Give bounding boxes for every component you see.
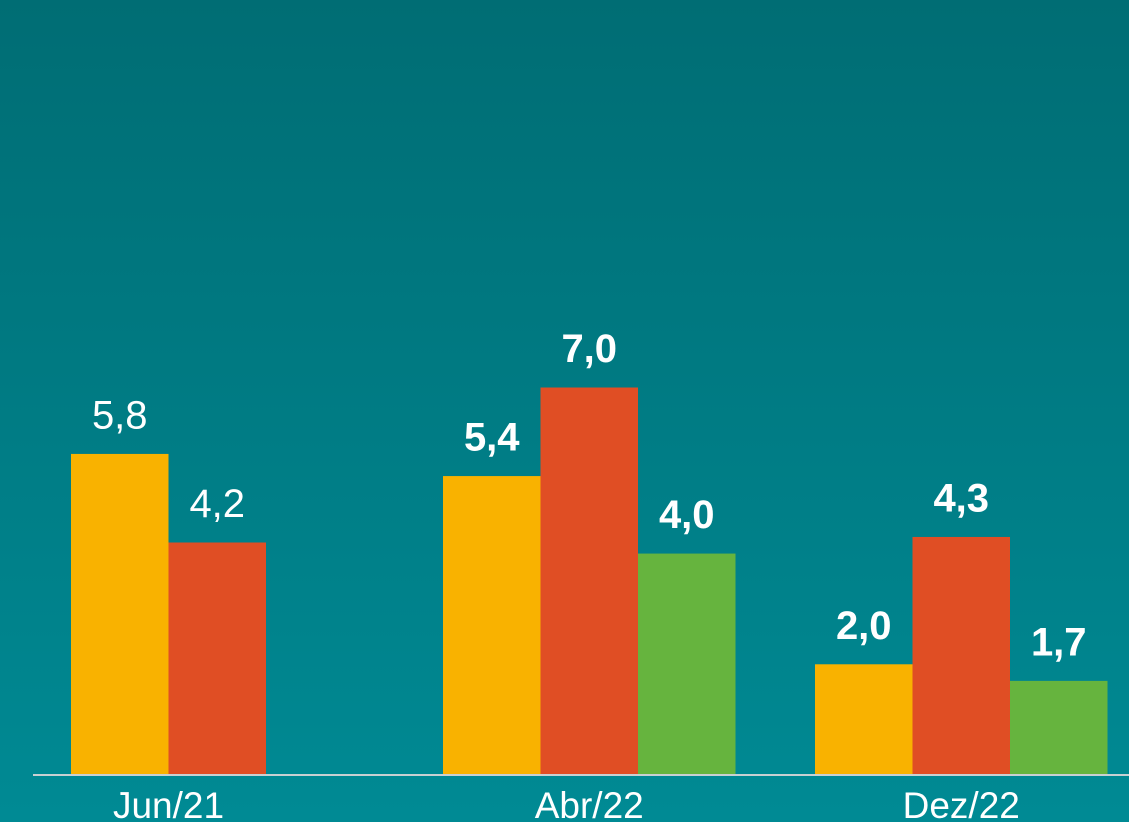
value-label: 5,8 xyxy=(92,393,148,437)
value-label: 4,2 xyxy=(189,482,245,526)
value-label: 4,3 xyxy=(933,477,989,521)
value-label: 7,0 xyxy=(561,327,617,371)
bar xyxy=(638,553,736,775)
x-tick-label: Abr/22 xyxy=(535,785,644,822)
bar xyxy=(1010,680,1108,775)
x-tick-label: Jun/21 xyxy=(113,785,224,822)
value-label: 2,0 xyxy=(836,604,892,648)
plot-area xyxy=(71,387,1108,775)
value-label: 1,7 xyxy=(1031,620,1087,664)
value-label: 5,4 xyxy=(464,416,520,460)
bar xyxy=(912,536,1010,775)
bar xyxy=(815,664,913,775)
x-tick-label: Dez/22 xyxy=(903,785,1020,822)
value-label: 4,0 xyxy=(659,493,715,537)
bar xyxy=(71,453,169,775)
bar xyxy=(540,387,638,775)
bar xyxy=(443,476,541,775)
bar xyxy=(168,542,266,775)
